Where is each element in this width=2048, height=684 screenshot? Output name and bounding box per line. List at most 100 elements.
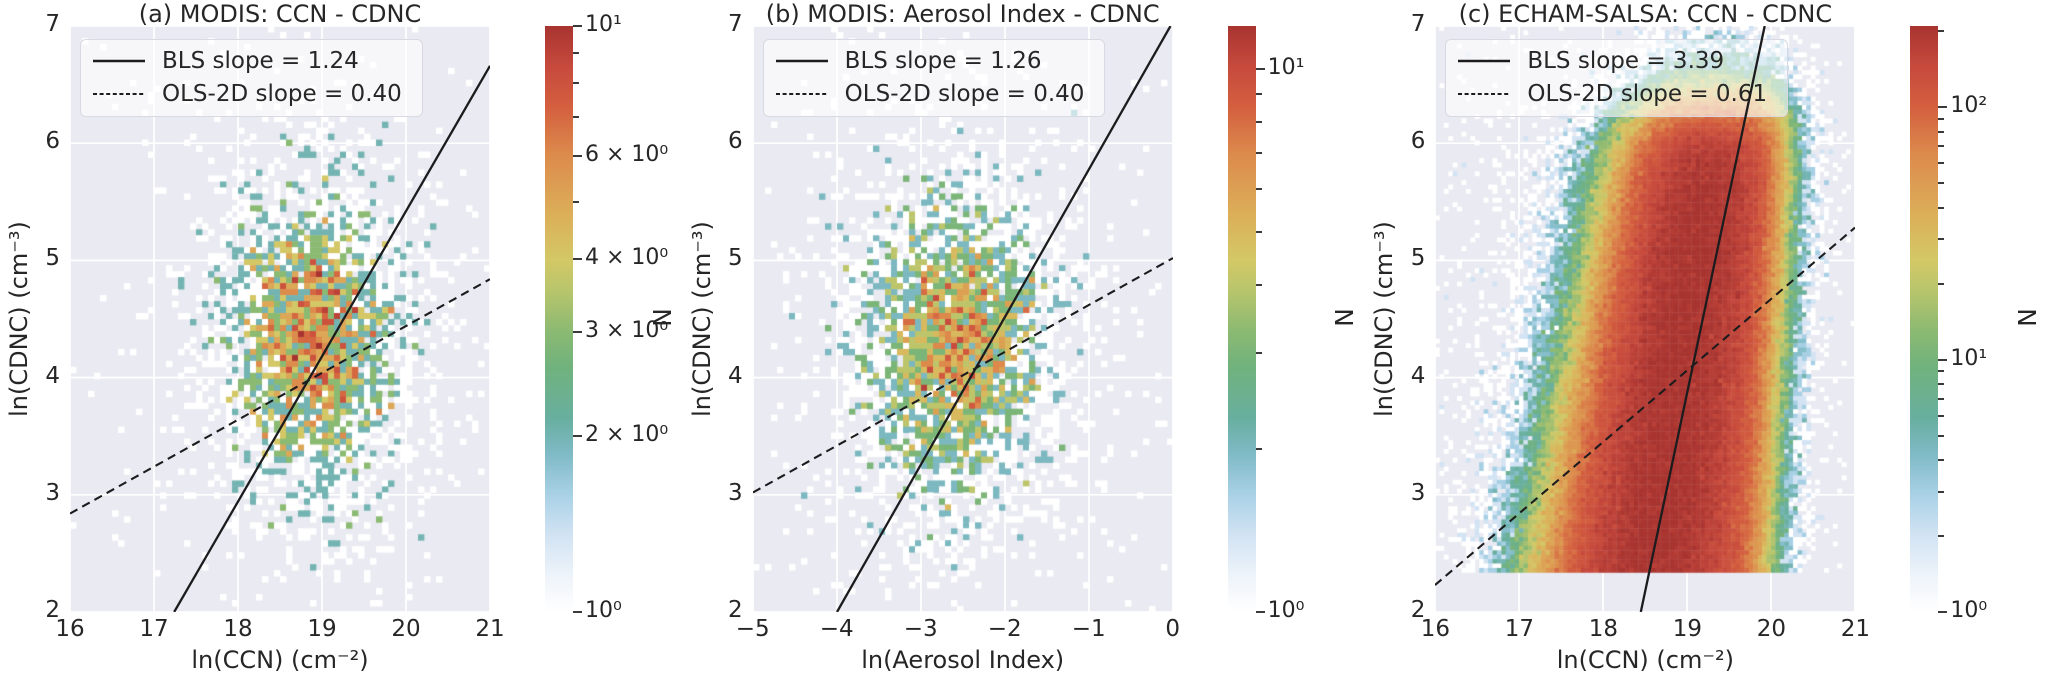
panel-b: (b) MODIS: Aerosol Index - CDNC ln(CDNC)…: [683, 0, 1366, 684]
plot-area: BLS slope = 1.24 OLS-2D slope = 0.40: [70, 26, 490, 612]
colorbar-major-tick: [573, 258, 582, 261]
colorbar-minor-tick: [1938, 434, 1945, 437]
solid-line-sample-icon: [93, 59, 145, 63]
y-axis-label: ln(CDNC) (cm⁻³): [0, 26, 38, 612]
y-tick-label: 2: [45, 597, 60, 623]
legend-label-bls: BLS slope = 1.26: [844, 48, 1042, 74]
x-axis-label: ln(Aerosol Index): [861, 646, 1065, 674]
y-axis-label: ln(CDNC) (cm⁻³): [1365, 26, 1403, 612]
x-tick-label: −2: [987, 616, 1022, 642]
colorbar-tick-label: 3 × 10⁰: [585, 318, 669, 344]
colorbar-minor-tick: [1938, 130, 1945, 133]
plot-area: BLS slope = 1.26 OLS-2D slope = 0.40: [752, 26, 1173, 612]
legend-entry-ols: OLS-2D slope = 0.40: [93, 81, 402, 107]
x-tick-label: −4: [819, 616, 854, 642]
colorbar-label-text: N: [1329, 307, 1359, 327]
colorbar: [1910, 26, 1939, 612]
colorbar-tick-label: 10⁰: [1267, 598, 1305, 623]
x-tick-label: 21: [1840, 616, 1870, 642]
y-tick-label: 7: [1410, 11, 1426, 37]
y-tick-label: 2: [728, 597, 743, 623]
panel-a-title: (a) MODIS: CCN - CDNC: [138, 0, 422, 28]
colorbar-minor-tick: [1938, 459, 1945, 462]
y-tick-label: 4: [1410, 362, 1426, 389]
y-tick-label: 7: [45, 11, 60, 37]
y-tick-label: 3: [1410, 479, 1426, 506]
solid-line-sample-icon: [1458, 59, 1511, 63]
x-tick-label: 21: [475, 616, 505, 642]
bls-fit-line: [1640, 26, 1767, 612]
colorbar-major-tick: [573, 331, 582, 334]
colorbar-tick-label: 10¹: [1267, 54, 1305, 80]
colorbar-major-tick: [1938, 611, 1948, 613]
legend-label-ols: OLS-2D slope = 0.61: [1527, 81, 1768, 107]
colorbar-major-tick: [1938, 106, 1948, 109]
colorbar-minor-tick: [1255, 188, 1262, 191]
y-tick-label: 4: [45, 362, 60, 389]
x-tick-label: 17: [1504, 616, 1534, 642]
x-tick-label: 20: [1756, 616, 1786, 642]
colorbar-minor-tick: [1938, 182, 1945, 185]
y-axis-label: ln(CDNC) (cm⁻³): [683, 26, 721, 612]
y-tick-label: 6: [1410, 128, 1426, 155]
fit-lines: [752, 26, 1173, 612]
x-tick-label: −1: [1071, 616, 1106, 642]
colorbar-label: N: [2005, 296, 2047, 338]
colorbar-minor-tick: [1938, 238, 1945, 241]
x-tick-label: 19: [307, 616, 337, 642]
y-tick-label: 4: [728, 362, 743, 389]
colorbar-minor-tick: [1255, 447, 1262, 450]
x-tick-label: 16: [1420, 616, 1450, 642]
colorbar-minor-tick: [1938, 490, 1945, 493]
y-tick-label: 5: [728, 245, 743, 272]
x-tick-label: −3: [903, 616, 938, 642]
dashed-line-sample-icon: [1458, 93, 1511, 95]
legend-label-ols: OLS-2D slope = 0.40: [162, 81, 402, 107]
colorbar-tick-label: 10⁰: [585, 598, 622, 623]
legend-entry-ols: OLS-2D slope = 0.61: [1458, 81, 1767, 107]
panel-a: (a) MODIS: CCN - CDNC ln(CDNC) (cm⁻³) BL…: [0, 0, 683, 684]
legend-label-bls: BLS slope = 1.24: [162, 48, 359, 74]
ols-fit-line: [752, 257, 1173, 494]
x-tick-label: 17: [139, 616, 169, 642]
fit-lines: [70, 65, 490, 612]
colorbar-minor-tick: [1938, 370, 1945, 373]
panel-b-title: (b) MODIS: Aerosol Index - CDNC: [765, 0, 1160, 28]
colorbar-major-tick: [573, 611, 582, 613]
colorbar-minor-tick: [1938, 383, 1945, 386]
colorbar-tick-label: 2 × 10⁰: [585, 421, 669, 447]
x-tick-label: 20: [391, 616, 421, 642]
panel-c-title: (c) ECHAM-SALSA: CCN - CDNC: [1458, 0, 1833, 28]
legend-label-ols: OLS-2D slope = 0.40: [844, 81, 1085, 107]
legend-box: BLS slope = 1.24 OLS-2D slope = 0.40: [80, 39, 423, 117]
colorbar-minor-tick: [1938, 117, 1945, 120]
colorbar-tick-label: 10²: [1950, 93, 1988, 119]
legend-entry-ols: OLS-2D slope = 0.40: [775, 81, 1085, 107]
colorbar-major-tick: [1255, 67, 1265, 70]
x-tick-label: 0: [1165, 616, 1180, 642]
colorbar-minor-tick: [1938, 145, 1945, 148]
histogram-canvas: [1435, 26, 1856, 612]
y-tick-label: 5: [1410, 245, 1426, 272]
colorbar-minor-tick: [573, 81, 579, 84]
colorbar-major-tick: [573, 25, 582, 27]
colorbar-minor-tick: [1255, 152, 1262, 155]
y-tick-label: 7: [728, 11, 743, 37]
fit-lines: [1435, 26, 1856, 612]
colorbar-minor-tick: [1938, 414, 1945, 417]
ols-fit-line: [70, 278, 490, 515]
colorbar-minor-tick: [1255, 284, 1262, 287]
x-axis-label: ln(CCN) (cm⁻²): [1556, 646, 1734, 674]
colorbar-minor-tick: [1938, 397, 1945, 400]
legend-entry-bls: BLS slope = 1.26: [775, 48, 1085, 74]
colorbar-major-tick: [1255, 611, 1265, 613]
colorbar: [545, 26, 573, 612]
colorbar-label-text: N: [2011, 307, 2041, 327]
colorbar-minor-tick: [1255, 120, 1262, 123]
legend-label-bls: BLS slope = 3.39: [1527, 48, 1725, 74]
x-tick-label: 16: [55, 616, 85, 642]
solid-line-sample-icon: [775, 59, 828, 63]
dashed-line-sample-icon: [775, 93, 828, 95]
x-tick-label: 19: [1672, 616, 1702, 642]
colorbar-minor-tick: [1938, 162, 1945, 165]
